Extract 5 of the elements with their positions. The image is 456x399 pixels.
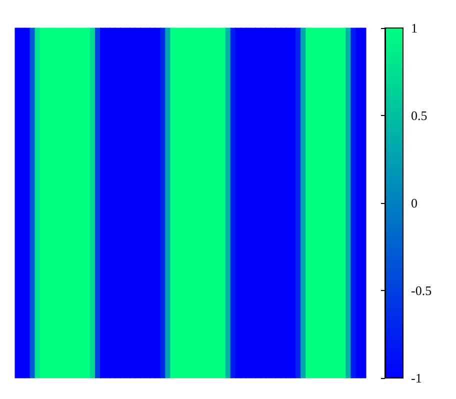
color-bar-label: 1 <box>411 20 418 36</box>
color-bar-label: -1 <box>411 370 422 386</box>
color-bar-label: 0 <box>411 196 418 210</box>
color-bar-label: 0.5 <box>411 108 428 123</box>
color-bar-label: -0.5 <box>411 283 432 298</box>
